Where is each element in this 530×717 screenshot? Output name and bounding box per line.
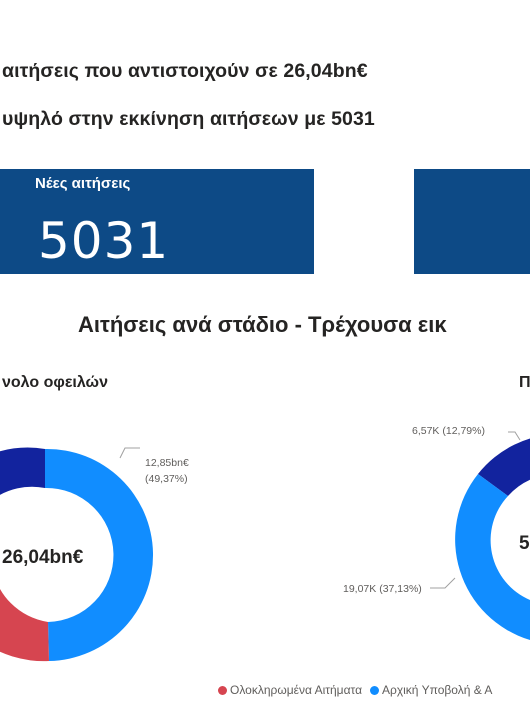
- legend-label: Αρχική Υποβολή & Α: [382, 683, 493, 697]
- kpi-value: 5031: [38, 212, 170, 270]
- kpi-label: Νέες αιτήσεις: [35, 175, 131, 192]
- donut-1-segment-blue[interactable]: [45, 448, 154, 661]
- donut-1[interactable]: 12,85bn€ (49,37%) 26,04bn€: [0, 447, 189, 662]
- section-title: Αιτήσεις ανά στάδιο - Τρέχουσα εικ: [78, 312, 447, 337]
- donut-2[interactable]: 6,57K (12,79%) 19,07K (37,13%) 5: [343, 425, 530, 640]
- insight-headline-1: αιτήσεις που αντιστοιχούν σε 26,04bn€: [2, 60, 368, 82]
- donut-1-label-value: 12,85bn€: [145, 457, 189, 469]
- donut-2-label-1: 6,57K (12,79%): [412, 425, 485, 437]
- donut-1-center-total: 26,04bn€: [2, 547, 84, 568]
- legend-dot-red: [218, 685, 227, 695]
- donut-2-leader-line-2: [430, 577, 456, 589]
- legend-dot-blue: [370, 685, 380, 695]
- donut-1-title: νολο οφειλών: [2, 374, 108, 391]
- donut-2-leader-line-1: [508, 431, 521, 441]
- donut-2-segment-navy[interactable]: [478, 434, 530, 496]
- donut-1-leader-line: [119, 447, 140, 459]
- insight-headline-2: υψηλό στην εκκίνηση αιτήσεων με 5031: [2, 108, 375, 130]
- kpi-card-2[interactable]: [414, 169, 530, 274]
- legend-item-completed[interactable]: Ολοκληρωμένα Αιτήματα: [218, 683, 362, 697]
- legend-item-initial-submission[interactable]: Αρχική Υποβολή & Α: [370, 683, 492, 697]
- legend-label: Ολοκληρωμένα Αιτήματα: [230, 683, 363, 697]
- donut-2-center-total: 5: [519, 533, 530, 554]
- donut-2-segment-blue[interactable]: [455, 474, 530, 640]
- donut-1-segment-navy[interactable]: [0, 447, 45, 500]
- donut-2-title: Π: [519, 374, 530, 391]
- donut-1-segment-red[interactable]: [0, 566, 49, 662]
- chart-legend: Ολοκληρωμένα Αιτήματα Αρχική Υποβολή & Α: [218, 683, 500, 697]
- kpi-card-new-applications[interactable]: Νέες αιτήσεις 5031: [0, 169, 314, 274]
- donut-1-label-pct: (49,37%): [145, 473, 188, 485]
- donut-2-label-2: 19,07K (37,13%): [343, 583, 422, 595]
